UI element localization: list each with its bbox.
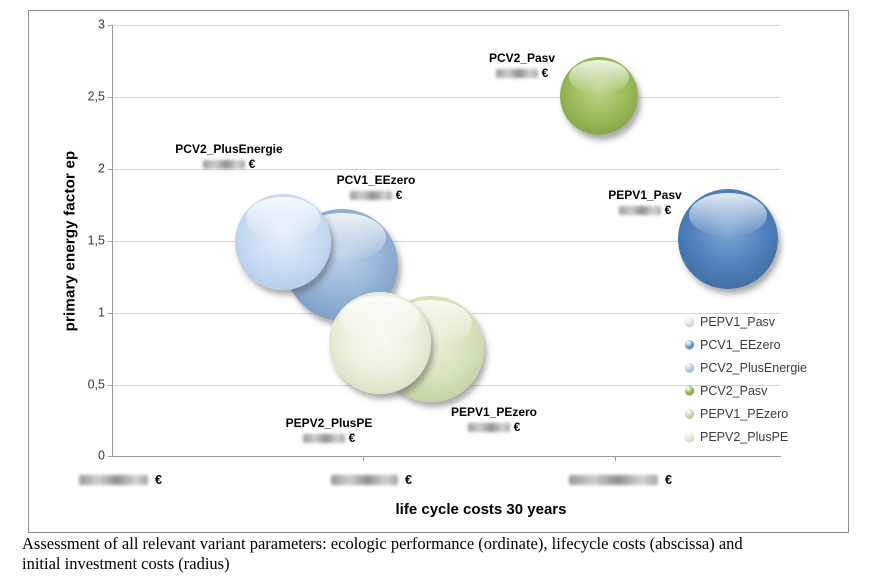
- data-label-PEPV1_Pasv: PEPV1_Pasv €: [560, 188, 730, 218]
- data-label-PCV2_PlusEnergie: PCV2_PlusEnergie €: [144, 142, 314, 172]
- y-axis-tick: [108, 385, 112, 386]
- x-category-label: €: [331, 473, 412, 487]
- data-label-value-row: €: [144, 157, 314, 172]
- legend-label: PCV2_PlusEnergie: [700, 360, 808, 375]
- gridline: [112, 169, 780, 170]
- gridline: [112, 97, 780, 98]
- data-label-PEPV1_PEzero: PEPV1_PEzero €: [409, 405, 579, 435]
- figure-caption: Assessment of all relevant variant param…: [22, 534, 866, 573]
- legend-item-PCV2_Pasv: PCV2_Pasv: [685, 379, 807, 402]
- currency-symbol: €: [348, 431, 356, 445]
- x-category-label: €: [569, 473, 672, 487]
- currency-symbol: €: [248, 157, 256, 171]
- data-label-value-row: €: [291, 188, 461, 203]
- bubble-PCV2_PlusEnergie: [235, 194, 331, 290]
- y-tick-label: 1,5: [87, 233, 105, 248]
- y-axis-tick: [108, 169, 112, 170]
- x-axis-line: [112, 456, 781, 457]
- legend-bullet-icon: [685, 409, 694, 418]
- currency-symbol: €: [155, 473, 162, 487]
- legend-label: PCV1_EEzero: [700, 337, 781, 352]
- redacted-value: [349, 191, 392, 200]
- y-axis-tick: [108, 313, 112, 314]
- legend-bullet-icon: [685, 317, 694, 326]
- legend-bullet-icon: [685, 386, 694, 395]
- gridline: [112, 25, 780, 26]
- data-label-value-row: €: [244, 431, 414, 446]
- y-axis-title: primary energy factor ep: [61, 150, 79, 332]
- data-label-value-row: €: [409, 420, 579, 435]
- redacted-value: [618, 206, 661, 215]
- x-category-label: €: [79, 473, 162, 487]
- legend-item-PCV1_EEzero: PCV1_EEzero: [685, 333, 807, 356]
- bubble-PEPV2_PlusPE: [329, 292, 431, 394]
- data-label-PCV1_EEzero: PCV1_EEzero €: [291, 173, 461, 203]
- legend-label: PCV2_Pasv: [700, 383, 768, 398]
- legend-bullet-icon: [685, 363, 694, 372]
- redacted-value: [495, 69, 538, 78]
- data-label-PEPV2_PlusPE: PEPV2_PlusPE €: [244, 416, 414, 446]
- y-tick-label: 2: [98, 161, 105, 176]
- currency-symbol: €: [665, 473, 672, 487]
- y-axis-tick: [108, 241, 112, 242]
- y-axis-tick: [108, 456, 112, 457]
- legend-bullet-icon: [685, 432, 694, 441]
- legend-item-PCV2_PlusEnergie: PCV2_PlusEnergie: [685, 356, 807, 379]
- redacted-value: [331, 475, 398, 485]
- data-label-name: PEPV2_PlusPE: [285, 416, 373, 430]
- currency-symbol: €: [405, 473, 412, 487]
- legend-label: PEPV1_Pasv: [700, 314, 776, 329]
- y-tick-label: 0,5: [87, 377, 105, 392]
- bubble-PCV2_Pasv: [560, 57, 638, 135]
- y-tick-label: 1: [98, 305, 105, 320]
- chart-area: 3 2,5 2 1,5 1 0,5 0 primary energy factor ep P…: [28, 10, 849, 533]
- x-axis-tick: [615, 457, 616, 461]
- data-label-name: PCV2_PlusEnergie: [175, 142, 283, 156]
- data-label-value-row: €: [560, 203, 730, 218]
- gridline: [112, 241, 780, 242]
- redacted-value: [569, 475, 658, 485]
- bubble-PEPV1_Pasv: [678, 189, 778, 289]
- legend-label: PEPV1_PEzero: [700, 406, 789, 421]
- redacted-value: [467, 423, 510, 432]
- data-label-name: PEPV1_Pasv: [608, 188, 682, 202]
- data-label-name: PCV1_EEzero: [336, 173, 416, 187]
- legend: PEPV1_Pasv PCV1_EEzero PCV2_PlusEnergie PCV…: [685, 310, 807, 448]
- legend-label: PEPV2_PlusPE: [700, 429, 789, 444]
- legend-item-PEPV1_Pasv: PEPV1_Pasv: [685, 310, 807, 333]
- x-axis-tick: [363, 457, 364, 461]
- y-tick-label: 3: [98, 17, 105, 32]
- caption-line-1: Assessment of all relevant variant param…: [22, 534, 743, 553]
- currency-symbol: €: [664, 203, 672, 217]
- y-axis-line: [112, 25, 113, 457]
- caption-line-2: initial investment costs (radius): [22, 553, 230, 573]
- redacted-value: [202, 160, 245, 169]
- data-label-name: PEPV1_PEzero: [450, 405, 538, 419]
- redacted-value: [302, 434, 345, 443]
- currency-symbol: €: [513, 420, 521, 434]
- y-tick-label: 0: [98, 448, 105, 463]
- legend-item-PEPV1_PEzero: PEPV1_PEzero: [685, 402, 807, 425]
- legend-item-PEPV2_PlusPE: PEPV2_PlusPE: [685, 425, 807, 448]
- legend-bullet-icon: [685, 340, 694, 349]
- y-axis-tick: [108, 97, 112, 98]
- x-axis-title: life cycle costs 30 years: [395, 501, 567, 518]
- y-axis-tick: [108, 25, 112, 26]
- redacted-value: [79, 475, 148, 485]
- y-tick-label: 2,5: [87, 89, 105, 104]
- data-label-PCV2_Pasv: PCV2_Pasv €: [437, 51, 607, 81]
- data-label-value-row: €: [437, 66, 607, 81]
- currency-symbol: €: [395, 188, 403, 202]
- currency-symbol: €: [541, 66, 549, 80]
- data-label-name: PCV2_Pasv: [488, 51, 556, 65]
